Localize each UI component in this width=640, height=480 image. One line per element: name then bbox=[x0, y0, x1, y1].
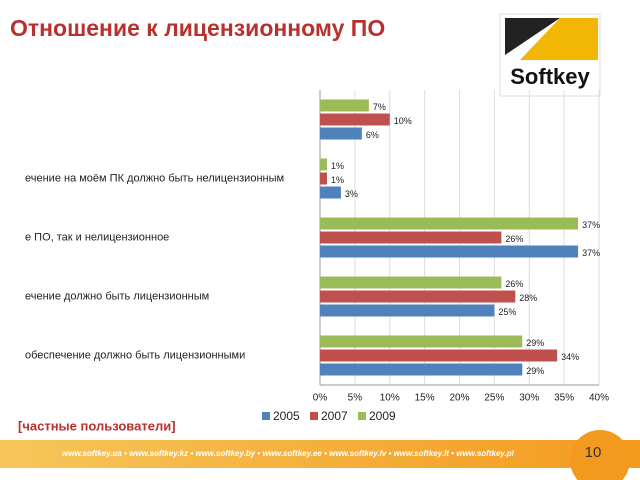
data-label: 1% bbox=[331, 161, 344, 171]
bar bbox=[320, 158, 327, 171]
x-tick-label: 0% bbox=[313, 393, 328, 404]
data-label: 10% bbox=[394, 116, 412, 126]
data-label: 6% bbox=[366, 130, 379, 140]
legend-label: 2007 bbox=[321, 409, 348, 423]
footer-links: www.softkey.ua • www.softkey.kz • www.so… bbox=[62, 449, 515, 458]
data-label: 1% bbox=[331, 175, 344, 185]
bar bbox=[320, 276, 502, 289]
bar bbox=[320, 245, 579, 258]
y-tick-label: ечение должно быть лицензионным bbox=[25, 290, 209, 302]
bar bbox=[320, 335, 523, 348]
data-label: 37% bbox=[582, 220, 600, 230]
x-tick-label: 10% bbox=[380, 393, 400, 404]
logo-text: Softkey bbox=[510, 64, 590, 89]
data-label: 26% bbox=[505, 234, 523, 244]
x-tick-label: 20% bbox=[449, 393, 469, 404]
data-label: 3% bbox=[345, 189, 358, 199]
data-label: 26% bbox=[505, 279, 523, 289]
orange bbox=[570, 430, 630, 480]
y-tick-label: е ПО, так и нелицензионное bbox=[25, 231, 169, 243]
bar bbox=[320, 172, 327, 185]
x-tick-label: 25% bbox=[484, 393, 504, 404]
bar bbox=[320, 113, 390, 126]
bar bbox=[320, 127, 362, 140]
y-tick-label: обеспечение должно быть лицензионными bbox=[25, 349, 245, 361]
x-tick-label: 5% bbox=[348, 393, 363, 404]
bar bbox=[320, 186, 341, 199]
footer-strip bbox=[0, 440, 640, 468]
data-label: 29% bbox=[526, 366, 544, 376]
legend-swatch bbox=[358, 412, 366, 420]
bar bbox=[320, 363, 523, 376]
legend-swatch bbox=[262, 412, 270, 420]
legend-swatch bbox=[310, 412, 318, 420]
legend-label: 2005 bbox=[273, 409, 300, 423]
data-label: 7% bbox=[373, 102, 386, 112]
data-label: 37% bbox=[582, 248, 600, 258]
data-label: 29% bbox=[526, 338, 544, 348]
subtitle: [частные пользователи] bbox=[18, 418, 176, 433]
y-tick-label: ечение на моём ПК должно быть нелицензио… bbox=[25, 172, 284, 184]
legend-label: 2009 bbox=[369, 409, 396, 423]
bar bbox=[320, 304, 495, 317]
page-number: 10 bbox=[585, 444, 602, 461]
bar bbox=[320, 231, 502, 244]
data-label: 34% bbox=[561, 352, 579, 362]
x-tick-label: 35% bbox=[554, 393, 574, 404]
x-tick-label: 30% bbox=[519, 393, 539, 404]
x-tick-label: 40% bbox=[589, 393, 609, 404]
bar bbox=[320, 99, 369, 112]
bar bbox=[320, 349, 558, 362]
data-label: 25% bbox=[498, 307, 516, 317]
data-label: 28% bbox=[519, 293, 537, 303]
logo: Softkey bbox=[499, 13, 601, 97]
slide-title: Отношение к лицензионному ПО bbox=[10, 15, 385, 41]
x-tick-label: 15% bbox=[415, 393, 435, 404]
bar bbox=[320, 290, 516, 303]
bar bbox=[320, 217, 579, 230]
